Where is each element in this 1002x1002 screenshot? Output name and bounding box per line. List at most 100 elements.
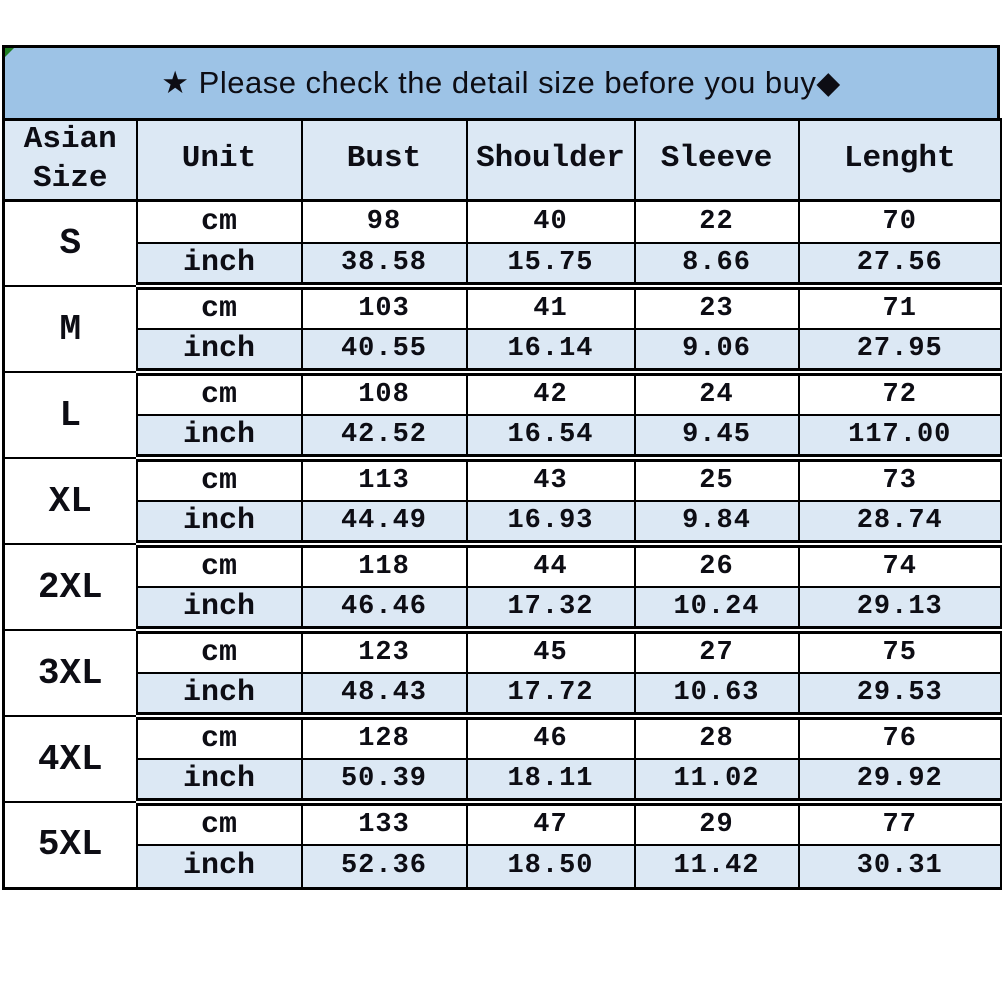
size-label: 3XL [2, 629, 138, 717]
size-label: 4XL [2, 715, 138, 803]
size-label: 2XL [2, 543, 138, 631]
table-row-inch: inch 50.39 18.11 11.02 29.92 [4, 758, 1002, 806]
measurement-cell: 77 [797, 801, 1002, 846]
measurement-cell: 8.66 [633, 242, 800, 290]
measurement-cell: 11.42 [633, 844, 800, 890]
measurement-cell: 10.24 [633, 586, 800, 634]
measurement-cell: 28 [633, 715, 800, 760]
table-row-inch: inch 46.46 17.32 10.24 29.13 [4, 586, 1002, 634]
measurement-cell: 10.63 [633, 672, 800, 720]
measurement-cell: 108 [300, 371, 468, 416]
unit-label-inch: inch [135, 242, 303, 290]
column-header-bust: Bust [300, 118, 468, 202]
table-row-cm: 2XL cm 118 44 26 74 [2, 543, 1002, 631]
measurement-cell: 44 [465, 543, 636, 588]
measurement-cell: 76 [797, 715, 1002, 760]
measurement-cell: 23 [633, 285, 800, 330]
table-row-cm: XL cm 113 43 25 73 [2, 457, 1002, 545]
size-chart-table: Asian Size Unit Bust Shoulder Sleeve Len… [2, 118, 1002, 890]
measurement-cell: 47 [465, 801, 636, 846]
size-chart-sheet: ★ Please check the detail size before yo… [2, 0, 1002, 890]
table-row-inch: inch 52.36 18.50 11.42 30.31 [4, 844, 1002, 890]
table-row-cm: 5XL cm 133 47 29 77 [2, 801, 1002, 889]
table-row-inch: inch 48.43 17.72 10.63 29.53 [4, 672, 1002, 720]
table-row-inch: inch 44.49 16.93 9.84 28.74 [4, 500, 1002, 548]
column-header-shoulder: Shoulder [465, 118, 636, 202]
column-header-length: Lenght [797, 118, 1002, 202]
measurement-cell: 17.72 [465, 672, 636, 720]
measurement-cell: 74 [797, 543, 1002, 588]
banner: ★ Please check the detail size before yo… [2, 45, 1000, 118]
unit-label-inch: inch [135, 758, 303, 806]
unit-label-inch: inch [135, 328, 303, 376]
measurement-cell: 29.13 [797, 586, 1002, 634]
measurement-cell: 41 [465, 285, 636, 330]
measurement-cell: 38.58 [300, 242, 468, 290]
unit-label-inch: inch [135, 586, 303, 634]
measurement-cell: 103 [300, 285, 468, 330]
column-header-unit: Unit [135, 118, 303, 202]
measurement-cell: 27 [633, 629, 800, 674]
measurement-cell: 123 [300, 629, 468, 674]
unit-label-inch: inch [135, 672, 303, 720]
measurement-cell: 16.54 [465, 414, 636, 462]
measurement-cell: 16.93 [465, 500, 636, 548]
measurement-cell: 42 [465, 371, 636, 416]
size-label: S [2, 199, 138, 287]
table-row-cm: 4XL cm 128 46 28 76 [2, 715, 1002, 803]
column-header-asian-size: Asian Size [2, 118, 138, 202]
measurement-cell: 118 [300, 543, 468, 588]
measurement-cell: 11.02 [633, 758, 800, 806]
table-row-inch: inch 40.55 16.14 9.06 27.95 [4, 328, 1002, 376]
measurement-cell: 29.92 [797, 758, 1002, 806]
table-row-inch: inch 42.52 16.54 9.45 117.00 [4, 414, 1002, 462]
measurement-cell: 30.31 [797, 844, 1002, 890]
measurement-cell: 70 [797, 199, 1002, 244]
measurement-cell: 22 [633, 199, 800, 244]
unit-label-inch: inch [135, 500, 303, 548]
size-label: 5XL [2, 801, 138, 889]
measurement-cell: 98 [300, 199, 468, 244]
measurement-cell: 133 [300, 801, 468, 846]
measurement-cell: 9.84 [633, 500, 800, 548]
table-row-cm: 3XL cm 123 45 27 75 [2, 629, 1002, 717]
unit-label-cm: cm [135, 543, 303, 588]
measurement-cell: 75 [797, 629, 1002, 674]
unit-label-cm: cm [135, 457, 303, 502]
measurement-cell: 27.56 [797, 242, 1002, 290]
measurement-cell: 29 [633, 801, 800, 846]
measurement-cell: 50.39 [300, 758, 468, 806]
unit-label-cm: cm [135, 199, 303, 244]
measurement-cell: 42.52 [300, 414, 468, 462]
measurement-cell: 9.06 [633, 328, 800, 376]
measurement-cell: 40.55 [300, 328, 468, 376]
measurement-cell: 17.32 [465, 586, 636, 634]
measurement-cell: 43 [465, 457, 636, 502]
unit-label-cm: cm [135, 629, 303, 674]
corner-marker-icon [5, 48, 14, 57]
measurement-cell: 45 [465, 629, 636, 674]
measurement-cell: 16.14 [465, 328, 636, 376]
measurement-cell: 15.75 [465, 242, 636, 290]
measurement-cell: 25 [633, 457, 800, 502]
table-row-inch: inch 38.58 15.75 8.66 27.56 [4, 242, 1002, 290]
measurement-cell: 113 [300, 457, 468, 502]
measurement-cell: 46 [465, 715, 636, 760]
measurement-cell: 18.11 [465, 758, 636, 806]
measurement-cell: 52.36 [300, 844, 468, 890]
measurement-cell: 44.49 [300, 500, 468, 548]
measurement-cell: 71 [797, 285, 1002, 330]
measurement-cell: 73 [797, 457, 1002, 502]
measurement-cell: 48.43 [300, 672, 468, 720]
measurement-cell: 29.53 [797, 672, 1002, 720]
unit-label-cm: cm [135, 285, 303, 330]
measurement-cell: 9.45 [633, 414, 800, 462]
unit-label-cm: cm [135, 801, 303, 846]
banner-text: ★ Please check the detail size before yo… [161, 65, 841, 100]
table-header-row: Asian Size Unit Bust Shoulder Sleeve Len… [2, 118, 1002, 202]
column-header-sleeve: Sleeve [633, 118, 800, 202]
measurement-cell: 26 [633, 543, 800, 588]
